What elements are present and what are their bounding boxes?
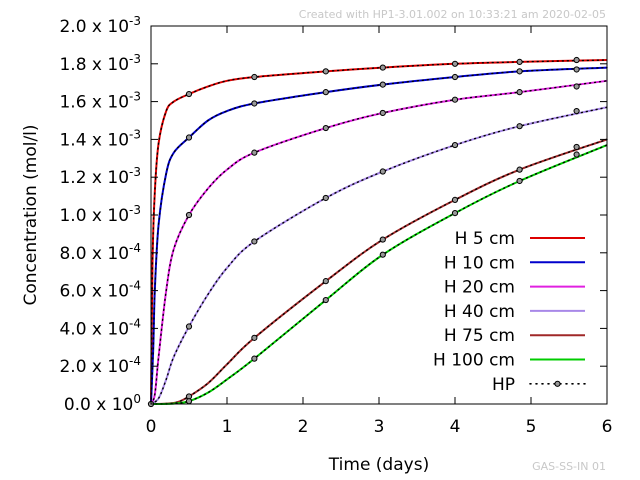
hp-marker: [573, 66, 580, 73]
y-tick-label: 2.0 x 10-4: [59, 354, 141, 377]
hp-marker: [451, 96, 459, 103]
hp-marker: [185, 90, 193, 98]
hp-marker: [251, 355, 258, 362]
hp-marker: [251, 238, 258, 245]
hp-marker: [322, 89, 329, 96]
hp-marker: [516, 58, 523, 66]
series-layer: [150, 59, 608, 405]
y-tick-label: 1.6 x 10-3: [59, 90, 141, 113]
hp-marker: [185, 323, 193, 330]
legend-marker-hp: [554, 380, 561, 387]
x-tick-label: 5: [526, 417, 537, 437]
hp-marker: [516, 177, 523, 185]
hp-marker: [573, 143, 580, 151]
hp-marker: [379, 64, 386, 71]
hp-marker: [322, 194, 329, 202]
x-axis-label: Time (days): [328, 455, 429, 475]
series-line-h-5-cm: [150, 59, 608, 405]
hp-marker: [322, 278, 329, 285]
legend-label: H 10 cm: [444, 253, 515, 273]
hp-marker: [379, 236, 386, 243]
x-tick-label: 1: [222, 417, 233, 437]
hp-marker: [251, 149, 258, 156]
x-tick-label: 3: [374, 417, 385, 437]
hp-marker: [451, 210, 459, 217]
legend-label: H 75 cm: [444, 326, 515, 346]
y-tick-label: 0.0 x 100: [64, 392, 141, 415]
hp-marker: [322, 68, 329, 75]
hp-marker: [379, 251, 386, 258]
series-line-h-75-cm: [150, 138, 608, 405]
legend: H 5 cm H 10 cm H 20 cm H 40 cm H 75 cm H 100 …: [433, 229, 586, 395]
hp-marker: [573, 83, 580, 90]
y-tick-label: 1.2 x 10-3: [59, 165, 141, 188]
hp-marker: [185, 134, 193, 141]
y-tick-label: 4.0 x 10-4: [59, 316, 141, 339]
hp-dotted-line-h-100-cm: [150, 144, 608, 405]
y-tick-label: 6.0 x 10-4: [59, 279, 141, 302]
legend-label: H 40 cm: [444, 302, 515, 322]
hp-marker: [516, 68, 523, 75]
x-tick-label: 2: [298, 417, 309, 437]
hp-dotted-line-h-5-cm: [150, 59, 608, 405]
x-ticks: 0 1 2 3 4 5 6: [146, 26, 613, 437]
hp-marker: [451, 196, 459, 203]
x-tick-label: 4: [450, 417, 461, 437]
hp-marker: [573, 56, 580, 64]
hp-marker: [251, 334, 258, 341]
hp-marker: [379, 109, 386, 117]
hp-marker: [451, 73, 459, 81]
hp-marker: [573, 107, 580, 115]
hp-marker: [185, 211, 193, 219]
hp-marker: [379, 168, 386, 175]
hp-marker: [322, 296, 329, 304]
legend-label: H 100 cm: [433, 351, 515, 371]
legend-label: H 5 cm: [455, 229, 515, 249]
hp-dotted-line-h-10-cm: [150, 66, 608, 405]
hp-marker: [451, 141, 459, 149]
y-tick-label: 2.0 x 10-3: [59, 14, 141, 37]
hp-marker: [573, 151, 580, 158]
y-tick-label: 1.0 x 10-3: [59, 203, 141, 226]
y-tick-label: 1.4 x 10-3: [59, 127, 141, 150]
hp-marker: [251, 73, 258, 81]
series-line-h-10-cm: [150, 66, 608, 405]
y-tick-label: 1.8 x 10-3: [59, 52, 141, 75]
hp-marker: [516, 123, 523, 130]
hp-dotted-line-h-40-cm: [150, 106, 608, 405]
legend-label-hp: HP: [492, 375, 515, 395]
legend-label: H 20 cm: [444, 278, 515, 298]
y-tick-label: 8.0 x 10-4: [59, 241, 141, 264]
hp-markers-layer: [147, 56, 580, 408]
footer-note: GAS-SS-IN 01: [532, 460, 606, 473]
hp-marker: [516, 166, 523, 173]
y-ticks: 0.0 x 100 2.0 x 10-4 4.0 x 10-4 6.0 x 10-4 8…: [59, 14, 607, 415]
hp-marker: [322, 124, 329, 132]
hp-marker: [516, 89, 523, 96]
hp-dotted-line-h-75-cm: [150, 138, 608, 405]
series-line-h-100-cm: [150, 144, 608, 405]
hp-marker: [451, 60, 459, 67]
y-axis-label: Concentration (mol/l): [21, 124, 41, 305]
hp-marker: [185, 398, 193, 405]
x-tick-label: 0: [146, 417, 157, 437]
header-note: Created with HP1-3.01.002 on 10:33:21 am…: [299, 8, 606, 21]
hp-marker: [251, 100, 258, 107]
x-tick-label: 6: [602, 417, 613, 437]
hp-marker: [379, 81, 386, 88]
